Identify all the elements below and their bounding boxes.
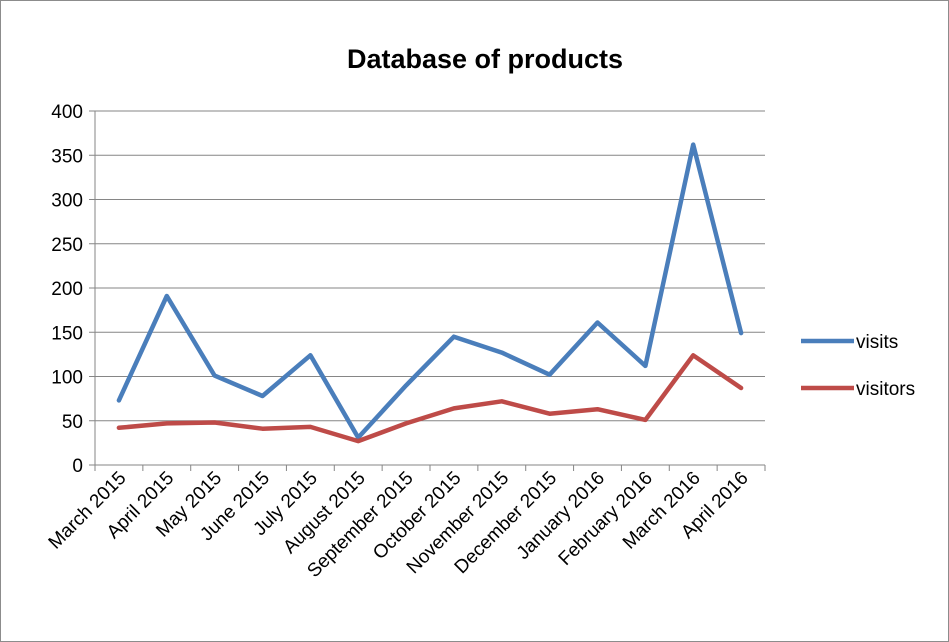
data-point-visits (501, 352, 503, 354)
y-tick-label: 250 (51, 235, 83, 256)
data-point-visitors (549, 413, 551, 415)
data-point-visits (309, 354, 311, 356)
data-point-visitors (597, 408, 598, 410)
y-tick-label: 350 (51, 146, 83, 167)
data-point-visits (597, 322, 598, 324)
legend-label-visitors: visitors (856, 379, 915, 400)
data-point-visitors (692, 354, 694, 356)
series-lines (116, 142, 744, 444)
data-point-visitors (740, 387, 742, 389)
gridlines (95, 110, 765, 422)
data-point-visitors (262, 428, 263, 430)
data-point-visits (740, 332, 742, 334)
data-point-visits (644, 365, 646, 367)
y-tick-label: 300 (51, 191, 83, 212)
series-line-visits (116, 142, 744, 440)
data-point-visitors (309, 426, 311, 428)
data-point-visitors (405, 422, 407, 424)
data-point-visitors (501, 400, 503, 402)
data-point-visitors (214, 422, 216, 424)
data-point-visits (357, 437, 359, 439)
y-tick-label: 200 (51, 279, 83, 300)
data-point-visits (692, 144, 694, 146)
legend: visits visitors (801, 332, 915, 400)
data-point-visits (405, 384, 407, 386)
data-point-visits (118, 399, 120, 401)
chart-title: Database of products (347, 44, 623, 74)
data-point-visits (549, 374, 551, 376)
data-point-visits (214, 375, 216, 377)
y-tick-label: 0 (72, 456, 83, 477)
data-point-visitors (644, 419, 646, 421)
data-point-visits (262, 395, 263, 397)
data-point-visitors (357, 440, 359, 442)
y-tick-label: 400 (51, 102, 83, 123)
legend-label-visits: visits (856, 332, 898, 353)
data-point-visitors (453, 407, 455, 409)
y-tick-label: 50 (62, 412, 83, 433)
y-tick-label: 100 (51, 368, 83, 389)
series-line-visitors (116, 353, 744, 444)
data-point-visitors (166, 422, 168, 424)
data-point-visitors (118, 427, 120, 429)
data-point-visits (453, 336, 455, 338)
y-tick-label: 150 (51, 323, 83, 344)
data-point-visits (166, 295, 168, 297)
